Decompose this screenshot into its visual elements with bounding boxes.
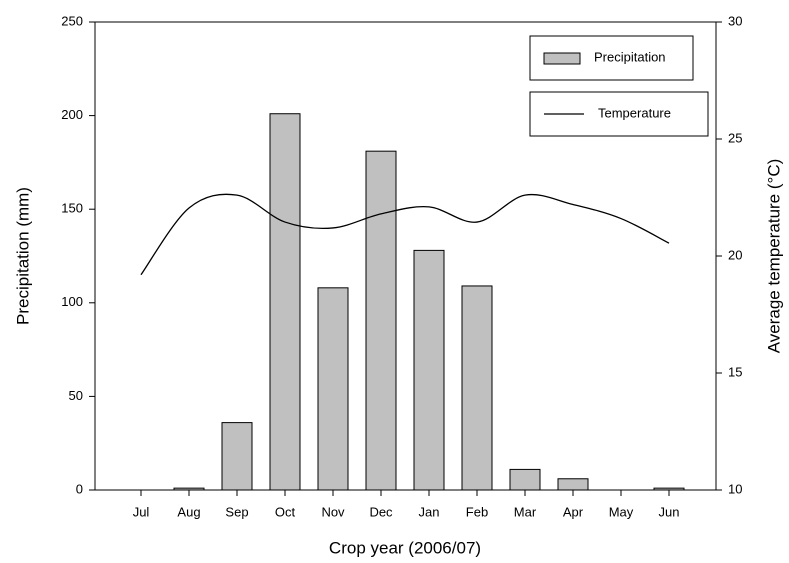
plot-frame [94,21,717,491]
bar [365,150,397,491]
legend-label: Temperature [598,105,671,120]
temperature-line [140,193,670,276]
y2-tick-label: 20 [728,247,742,262]
x-tick-label: Sep [225,504,248,519]
y2-tick-label: 30 [728,13,742,28]
x-tick-label: Oct [275,504,296,519]
bar [317,287,349,491]
x-tick-label: May [609,504,634,519]
y-tick-label: 50 [69,388,83,403]
x-tick-label: Aug [177,504,200,519]
x-axis-label: Crop year (2006/07) [329,538,481,557]
x-tick-label: Nov [321,504,345,519]
y-tick-label: 0 [76,481,83,496]
x-tick-label: Jul [133,504,150,519]
bar [269,113,301,491]
legend-label: Precipitation [594,49,666,64]
bar [557,478,589,491]
y2-tick-label: 15 [728,364,742,379]
y-axis-label: Precipitation (mm) [13,187,32,325]
bar [461,285,493,491]
bar [221,422,253,491]
y-tick-label: 250 [61,13,83,28]
x-tick-label: Apr [563,504,584,519]
x-tick-label: Feb [466,504,488,519]
bar [413,249,445,491]
y-tick-label: 200 [61,107,83,122]
y2-tick-label: 25 [728,130,742,145]
x-tick-label: Jun [659,504,680,519]
y2-tick-label: 10 [728,481,742,496]
bar [509,468,541,491]
y2-axis-label: Average temperature (°C) [764,159,783,354]
x-tick-label: Dec [369,504,393,519]
y-tick-label: 100 [61,294,83,309]
legend-swatch [543,52,581,65]
y-tick-label: 150 [61,201,83,216]
x-tick-label: Jan [419,504,440,519]
x-tick-label: Mar [514,504,537,519]
